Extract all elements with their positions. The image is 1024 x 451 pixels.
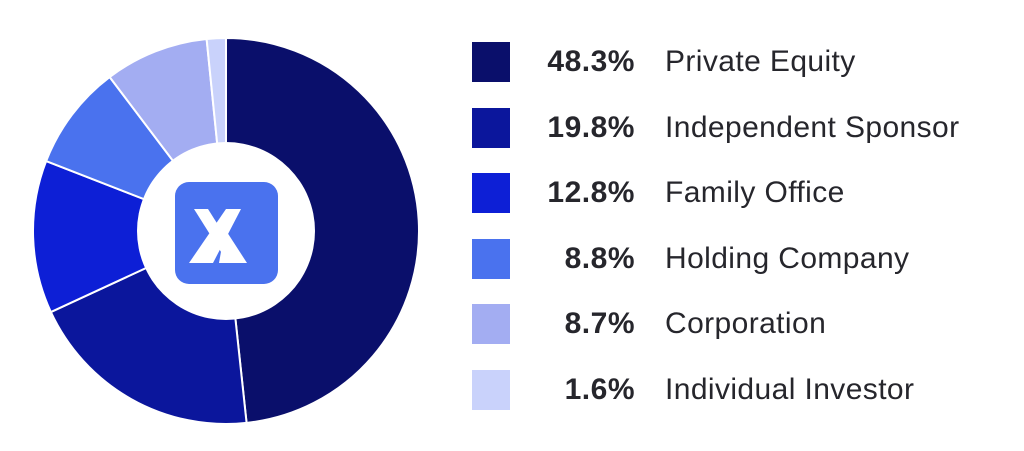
legend-swatch <box>472 369 510 410</box>
legend-label: Holding Company <box>665 241 910 275</box>
legend-value: 12.8% <box>547 176 635 210</box>
legend-item: 8.8% Holding Company <box>472 238 1012 279</box>
legend-value: 1.6% <box>564 372 635 406</box>
legend-swatch <box>472 42 510 82</box>
legend-label: Private Equity <box>665 45 856 78</box>
legend-value: 8.7% <box>564 307 635 341</box>
legend-item: 12.8% Family Office <box>472 173 1012 214</box>
legend-label: Independent Sponsor <box>665 110 960 144</box>
donut-slice-family-office <box>32 159 229 314</box>
legend-item: 19.8% Independent Sponsor <box>472 107 1012 148</box>
legend: 48.3% Private Equity 19.8% Independent Spon… <box>472 42 1012 436</box>
legend-label: Family Office <box>665 176 845 210</box>
stylized-a-logo-icon <box>175 182 278 284</box>
legend-item: 8.7% Corporation <box>472 304 1012 345</box>
legend-swatch <box>472 173 510 214</box>
donut-chart <box>32 36 420 425</box>
legend-value: 19.8% <box>547 110 635 144</box>
legend-swatch <box>472 238 510 279</box>
legend-swatch <box>472 304 510 345</box>
legend-label: Individual Investor <box>665 372 915 406</box>
legend-item: 1.6% Individual Investor <box>472 369 1012 410</box>
donut-slice-private-equity <box>225 36 420 425</box>
legend-label: Corporation <box>665 307 827 341</box>
legend-value: 48.3% <box>547 45 635 78</box>
legend-value: 8.8% <box>564 241 635 275</box>
legend-swatch <box>472 107 510 148</box>
legend-item: 48.3% Private Equity <box>472 42 1012 82</box>
